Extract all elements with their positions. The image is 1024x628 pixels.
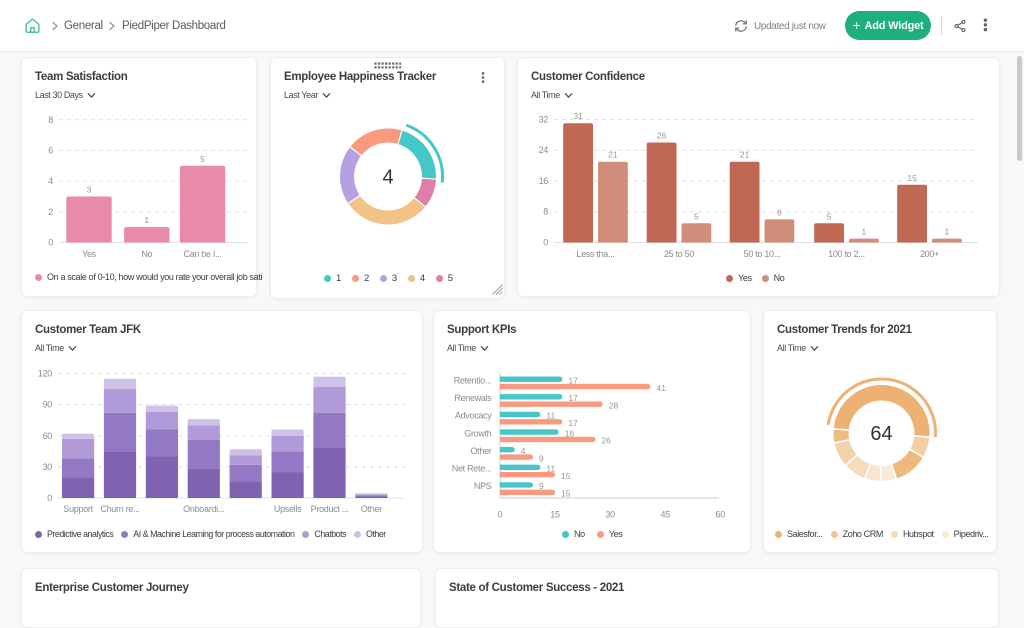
- svg-text:4: 4: [382, 167, 393, 189]
- svg-text:1: 1: [144, 215, 149, 225]
- svg-text:32: 32: [539, 114, 549, 124]
- svg-text:0: 0: [498, 510, 503, 520]
- svg-text:Advocacy: Advocacy: [455, 411, 492, 421]
- svg-text:Churn re...: Churn re...: [100, 504, 139, 514]
- svg-text:Support: Support: [63, 504, 93, 514]
- svg-text:15: 15: [561, 471, 571, 481]
- svg-text:0: 0: [48, 238, 53, 248]
- svg-text:64: 64: [870, 423, 892, 445]
- svg-text:No: No: [141, 249, 152, 259]
- svg-text:0: 0: [543, 238, 548, 248]
- svg-text:2: 2: [48, 207, 53, 217]
- svg-text:6: 6: [48, 146, 53, 156]
- svg-text:28: 28: [609, 400, 619, 410]
- svg-text:31: 31: [573, 111, 583, 121]
- svg-text:16: 16: [539, 176, 549, 186]
- svg-text:Net Rete...: Net Rete...: [452, 464, 492, 474]
- svg-text:Upsells: Upsells: [274, 504, 302, 514]
- svg-text:15: 15: [550, 510, 560, 520]
- svg-text:Product ...: Product ...: [311, 504, 349, 514]
- svg-text:45: 45: [660, 510, 670, 520]
- svg-text:5: 5: [694, 211, 699, 221]
- svg-text:3: 3: [87, 185, 92, 195]
- svg-text:25 to 50: 25 to 50: [664, 249, 694, 259]
- svg-text:15: 15: [907, 173, 917, 183]
- svg-text:Retentio...: Retentio...: [454, 375, 492, 385]
- svg-text:21: 21: [608, 150, 618, 160]
- svg-text:Other: Other: [361, 504, 382, 514]
- svg-text:30: 30: [43, 462, 53, 472]
- svg-text:15: 15: [561, 489, 571, 499]
- svg-text:90: 90: [43, 400, 53, 410]
- svg-text:Renewals: Renewals: [454, 393, 492, 403]
- svg-text:6: 6: [777, 207, 782, 217]
- svg-text:17: 17: [568, 418, 578, 428]
- svg-text:5: 5: [827, 211, 832, 221]
- svg-text:Less tha...: Less tha...: [576, 249, 614, 259]
- svg-text:Growth: Growth: [464, 428, 492, 438]
- svg-text:NPS: NPS: [474, 481, 492, 491]
- svg-text:60: 60: [715, 510, 725, 520]
- svg-text:26: 26: [657, 131, 667, 141]
- svg-text:26: 26: [601, 436, 611, 446]
- svg-text:30: 30: [605, 510, 615, 520]
- svg-text:Yes: Yes: [82, 249, 97, 259]
- svg-text:4: 4: [48, 176, 53, 186]
- svg-text:5: 5: [200, 154, 205, 164]
- svg-text:50 to 10...: 50 to 10...: [744, 249, 781, 259]
- svg-text:100 to 2...: 100 to 2...: [828, 249, 865, 259]
- svg-text:0: 0: [47, 493, 52, 503]
- svg-text:1: 1: [862, 227, 867, 237]
- svg-text:8: 8: [48, 115, 53, 125]
- svg-text:21: 21: [740, 150, 750, 160]
- svg-text:Other: Other: [470, 446, 491, 456]
- svg-text:41: 41: [657, 383, 667, 393]
- svg-text:Can be I...: Can be I...: [183, 249, 221, 259]
- svg-text:1: 1: [945, 227, 950, 237]
- svg-text:8: 8: [543, 207, 548, 217]
- svg-text:60: 60: [43, 431, 53, 441]
- svg-text:9: 9: [539, 453, 544, 463]
- svg-text:200+: 200+: [920, 249, 939, 259]
- svg-text:120: 120: [38, 369, 52, 379]
- svg-text:Onboardi...: Onboardi...: [183, 504, 224, 514]
- svg-text:24: 24: [539, 145, 549, 155]
